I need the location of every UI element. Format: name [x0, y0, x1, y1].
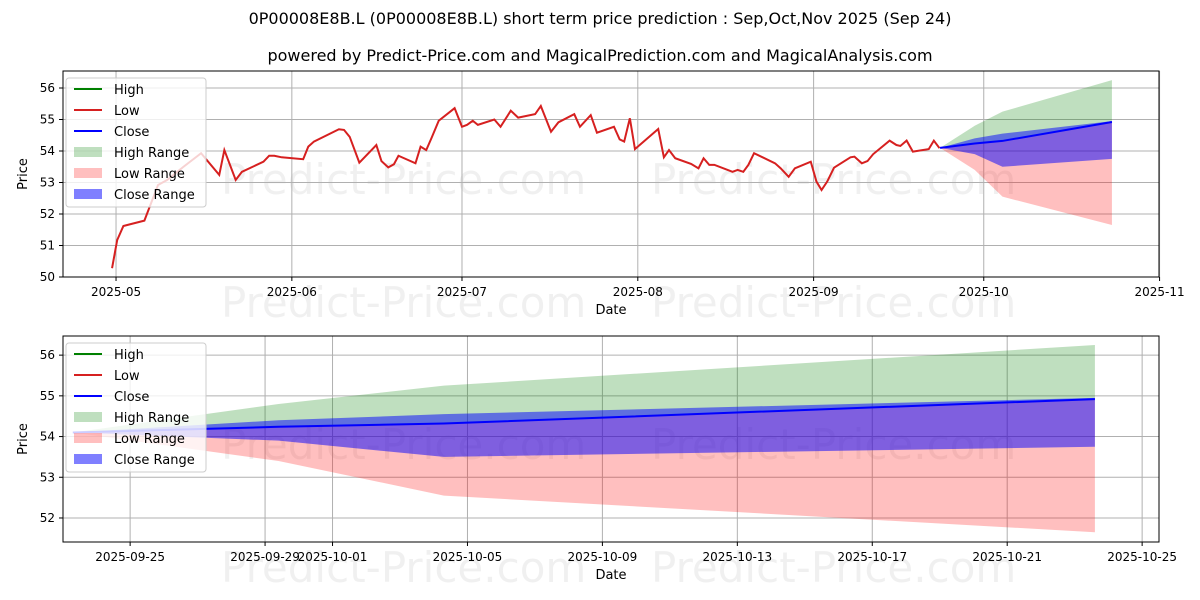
x-tick-label: 2025-10-09 [568, 550, 638, 564]
x-tick-label: 2025-08 [613, 285, 663, 299]
close-range-band [940, 121, 1112, 167]
y-tick-label: 52 [40, 207, 55, 221]
y-tick-label: 56 [40, 81, 55, 95]
watermark: Predict-Price.com [221, 278, 586, 327]
legend-swatch [74, 412, 102, 422]
x-tick-label: 2025-10-21 [972, 550, 1042, 564]
legend-swatch [74, 454, 102, 464]
legend-label: Close Range [114, 453, 195, 468]
high-range-band [940, 80, 1112, 148]
watermark: Predict-Price.com [221, 543, 586, 592]
legend-label: High Range [114, 146, 189, 161]
x-tick-label: 2025-09 [789, 285, 839, 299]
legend-label: Close [114, 390, 149, 405]
x-tick-label: 2025-10-17 [837, 550, 907, 564]
chart-title: 0P00008E8B.L (0P00008E8B.L) short term p… [248, 9, 952, 28]
legend-swatch [74, 433, 102, 443]
legend-label: Close [114, 125, 149, 140]
y-tick-label: 55 [40, 113, 55, 127]
y-tick-label: 53 [40, 470, 55, 484]
x-axis-label: Date [595, 568, 626, 583]
high-range-band [72, 344, 1095, 433]
y-tick-label: 54 [40, 430, 55, 444]
legend-label: High [114, 83, 144, 98]
x-tick-label: 2025-10-25 [1107, 550, 1177, 564]
watermark: Predict-Price.com [651, 155, 1016, 204]
low-series-line [111, 103, 941, 269]
legend-swatch [74, 147, 102, 157]
x-tick-label: 2025-07 [437, 285, 487, 299]
chart-subtitle: powered by Predict-Price.com and Magical… [267, 46, 933, 65]
plot-frame [62, 335, 1160, 543]
watermark: Predict-Price.com [221, 155, 586, 204]
y-tick-label: 55 [40, 389, 55, 403]
legend-swatch [74, 189, 102, 199]
watermark: Predict-Price.com [651, 278, 1016, 327]
x-tick-label: 2025-10-05 [433, 550, 503, 564]
x-tick-label: 2025-06 [267, 285, 317, 299]
y-tick-label: 52 [40, 511, 55, 525]
y-tick-label: 54 [40, 144, 55, 158]
close-range-band [72, 397, 1095, 457]
x-tick-label: 2025-09-25 [95, 550, 165, 564]
legend-label: High [114, 348, 144, 363]
y-axis-label: Price [16, 423, 31, 455]
y-tick-label: 56 [40, 348, 55, 362]
plot-frame [62, 70, 1160, 278]
x-tick-label: 2025-09-29 [230, 550, 300, 564]
legend-label: Close Range [114, 188, 195, 203]
x-tick-label: 2025-11 [1134, 285, 1184, 299]
y-tick-label: 50 [40, 270, 55, 284]
legend-label: High Range [114, 411, 189, 426]
legend-label: Low Range [114, 432, 185, 447]
x-tick-label: 2025-05 [91, 285, 141, 299]
x-tick-label: 2025-10-01 [298, 550, 368, 564]
y-tick-label: 53 [40, 176, 55, 190]
y-tick-label: 51 [40, 239, 55, 253]
x-tick-label: 2025-10 [959, 285, 1009, 299]
legend-label: Low Range [114, 167, 185, 182]
watermark: Predict-Price.com [651, 543, 1016, 592]
close-forecast-line [939, 121, 1113, 149]
x-tick-label: 2025-10-13 [702, 550, 772, 564]
legend-swatch [74, 168, 102, 178]
y-axis-label: Price [16, 158, 31, 190]
x-axis-label: Date [595, 303, 626, 318]
legend-label: Low [114, 369, 140, 384]
legend-label: Low [114, 104, 140, 119]
